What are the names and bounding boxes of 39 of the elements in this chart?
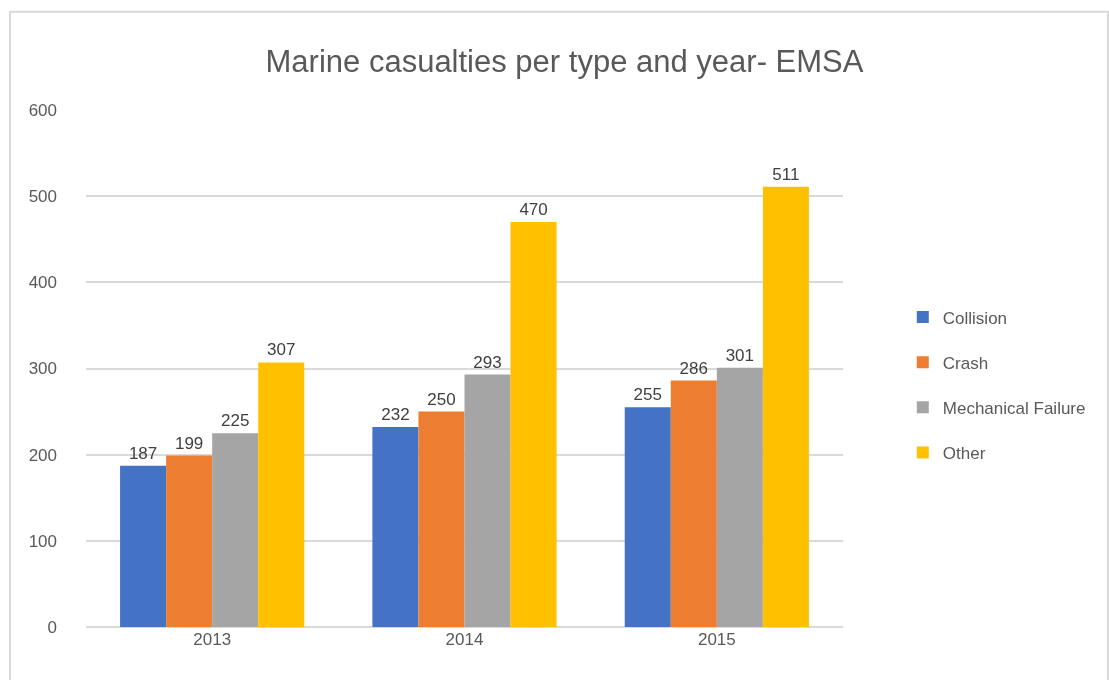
- data-label: 225: [221, 411, 250, 431]
- x-tick-label: 2013: [193, 630, 232, 649]
- legend-label: Crash: [942, 353, 989, 373]
- legend-label: Mechanical Failure: [942, 398, 1086, 418]
- y-tick-label: 0: [47, 617, 57, 637]
- y-tick-label: 400: [28, 273, 57, 293]
- bar: [464, 374, 511, 627]
- legend-label: Other: [942, 444, 986, 464]
- bar: [762, 186, 809, 627]
- y-tick-label: 200: [28, 445, 57, 465]
- y-tick-label: 600: [28, 100, 57, 120]
- bar: [372, 427, 419, 627]
- y-tick-label: 300: [28, 359, 57, 379]
- data-label: 286: [679, 358, 708, 378]
- data-label: 307: [267, 340, 296, 360]
- x-tick-label: 2015: [697, 630, 736, 649]
- y-tick-label: 500: [28, 187, 57, 207]
- data-label: 250: [427, 389, 456, 409]
- bar: [670, 380, 717, 627]
- data-label: 255: [633, 385, 662, 405]
- bar: [166, 455, 213, 627]
- data-label: 232: [381, 405, 410, 425]
- bar: [120, 465, 167, 627]
- bar: [716, 367, 763, 627]
- data-label: 293: [473, 352, 502, 372]
- data-label: 301: [725, 345, 755, 365]
- x-tick-label: 2014: [445, 630, 484, 649]
- bar: [418, 411, 465, 627]
- data-label: 511: [772, 164, 800, 184]
- bar: [258, 362, 305, 627]
- bar: [212, 433, 259, 627]
- chart-title: Marine casualties per type and year- EMSA: [265, 44, 864, 80]
- bar: [624, 407, 671, 627]
- data-label: 199: [174, 433, 204, 453]
- legend-label: Collision: [942, 308, 1008, 328]
- y-tick-label: 100: [28, 531, 57, 551]
- bar: [510, 222, 557, 627]
- data-label: 187: [128, 443, 158, 463]
- data-label: 470: [519, 200, 548, 220]
